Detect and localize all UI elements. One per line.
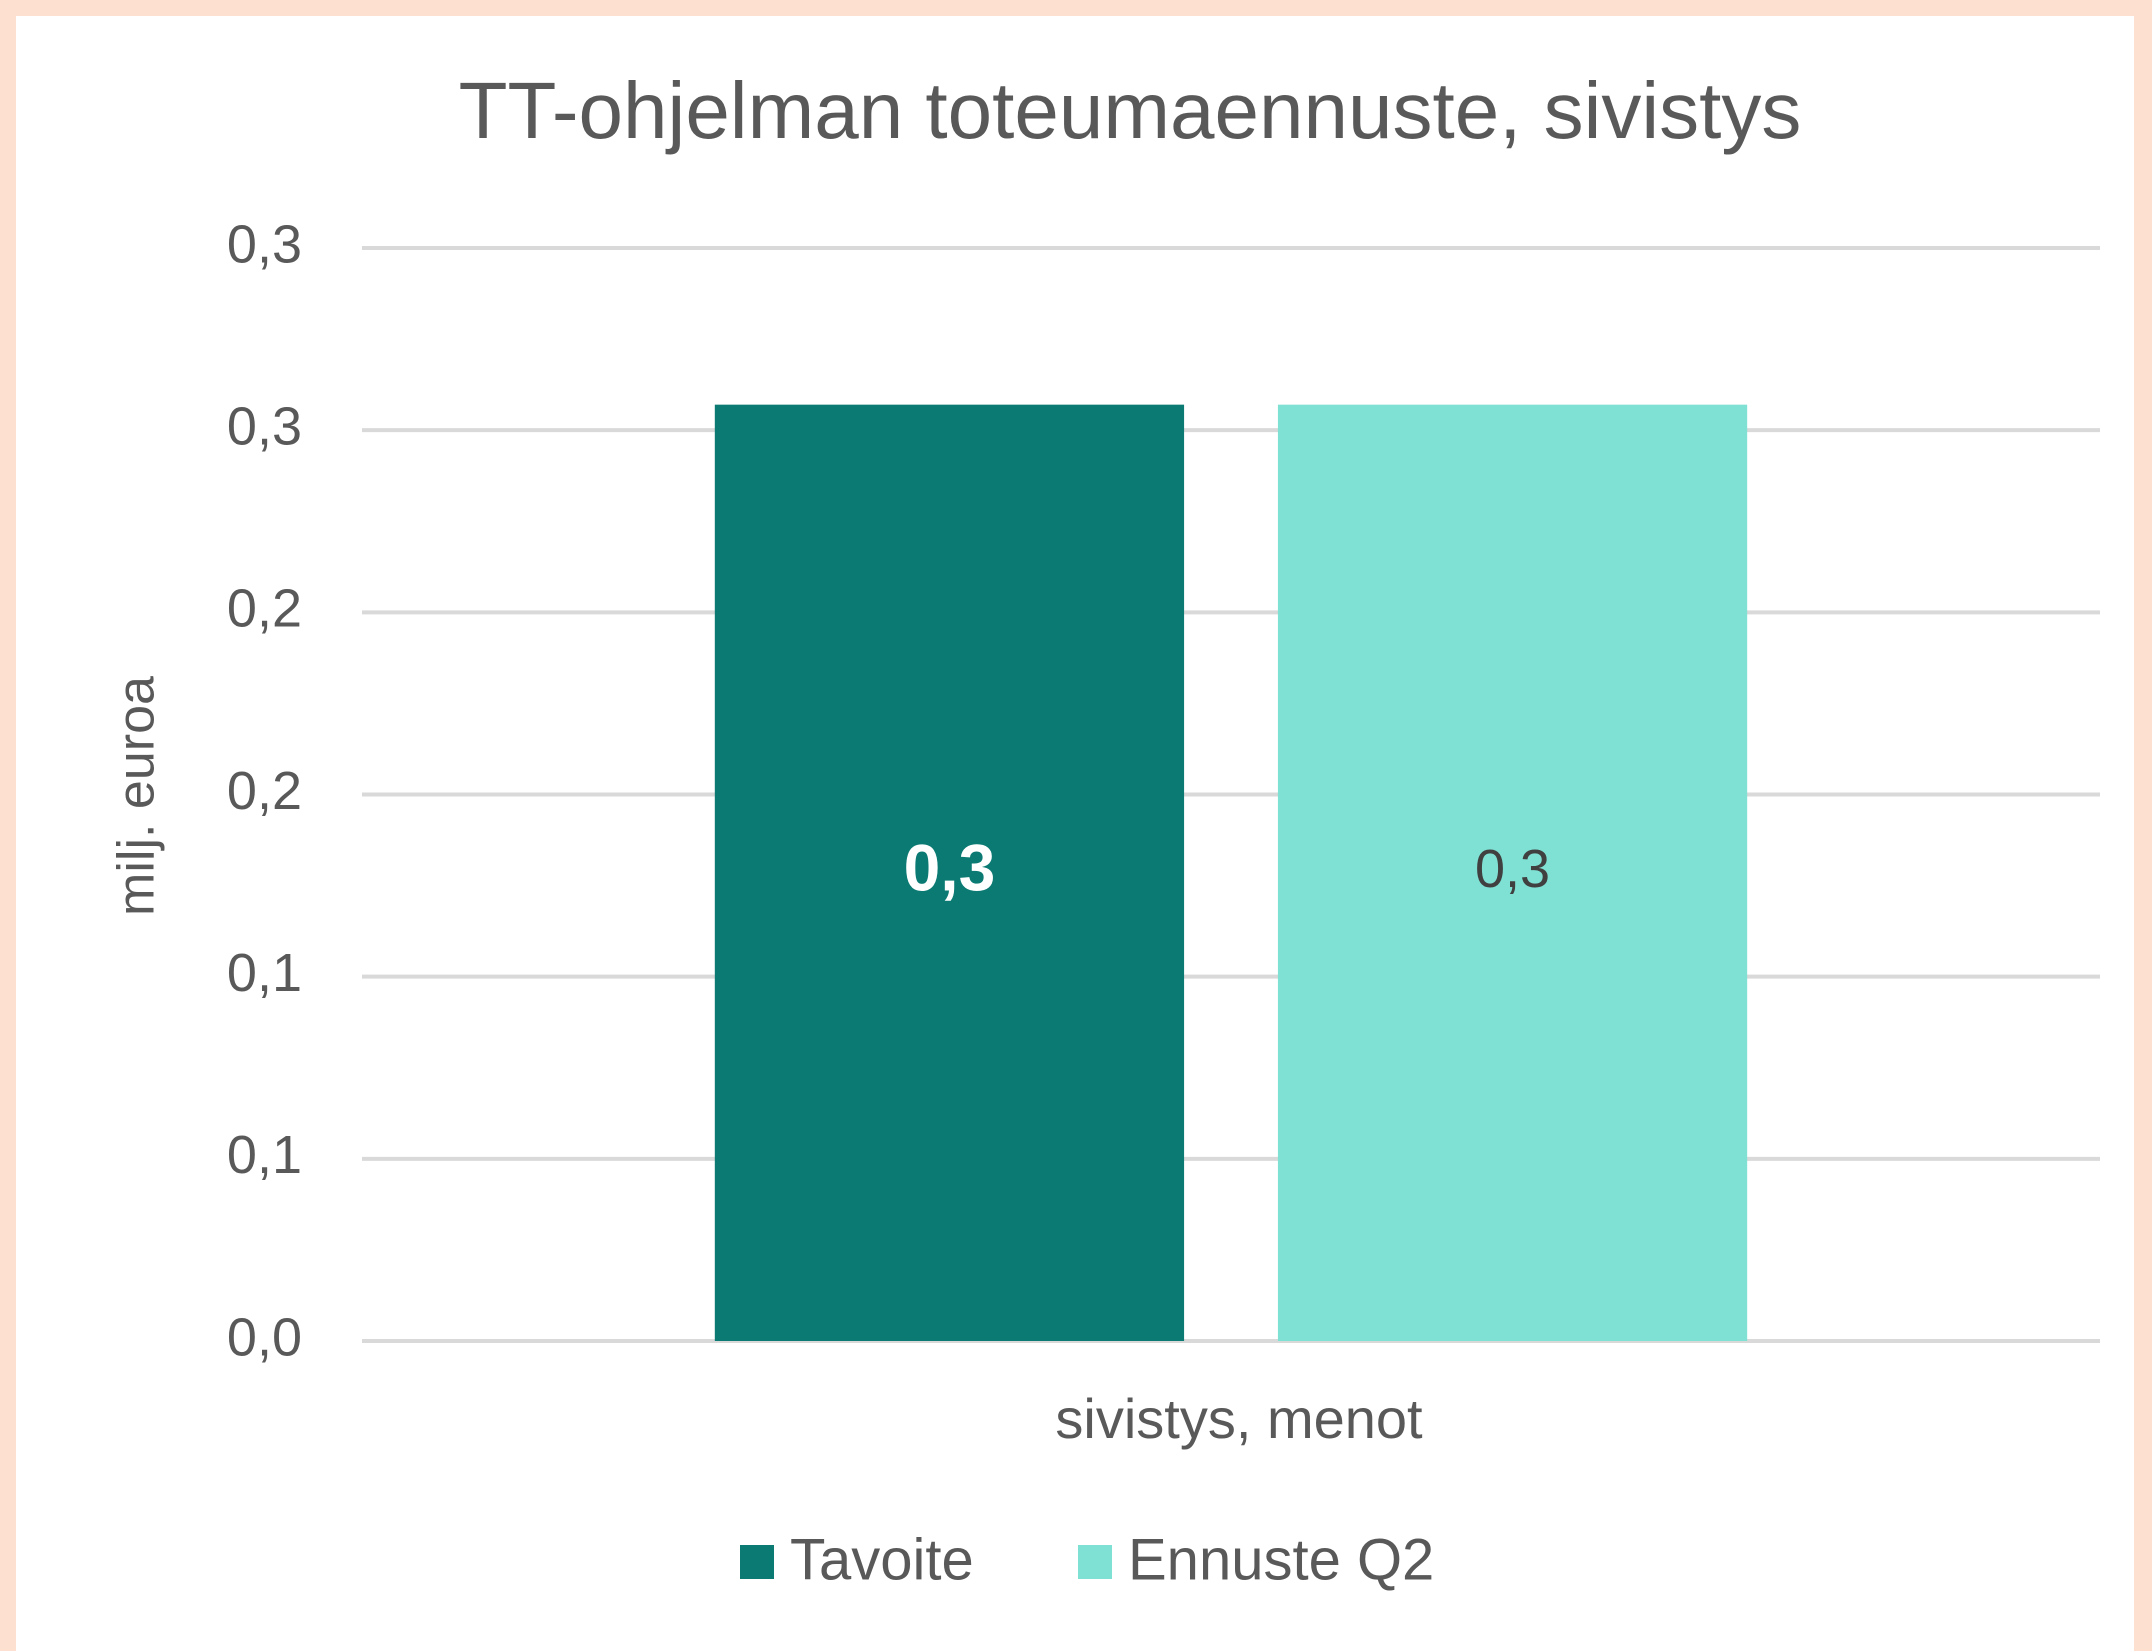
y-tick-label: 0,1 xyxy=(227,1125,302,1185)
y-tick-label: 0,1 xyxy=(227,943,302,1003)
bar xyxy=(1277,404,1748,1341)
legend-swatch xyxy=(1078,1545,1112,1579)
legend-label: Tavoite xyxy=(790,1527,974,1592)
y-axis-label: milj. euroa xyxy=(108,676,166,916)
legend-label: Ennuste Q2 xyxy=(1128,1527,1434,1592)
x-tick-label: sivistys, menot xyxy=(1055,1387,1423,1450)
chart-title: TT-ohjelman toteumaennuste, sivistys xyxy=(459,66,1802,155)
y-tick-label: 0,0 xyxy=(227,1307,302,1367)
legend-swatch xyxy=(740,1545,774,1579)
data-label: 0,3 xyxy=(904,830,996,904)
y-tick-label: 0,2 xyxy=(227,579,302,639)
y-tick-label: 0,3 xyxy=(227,214,302,274)
data-label: 0,3 xyxy=(1475,839,1550,899)
y-tick-label: 0,3 xyxy=(227,396,302,456)
bar xyxy=(714,404,1185,1341)
y-tick-label: 0,2 xyxy=(227,761,302,821)
